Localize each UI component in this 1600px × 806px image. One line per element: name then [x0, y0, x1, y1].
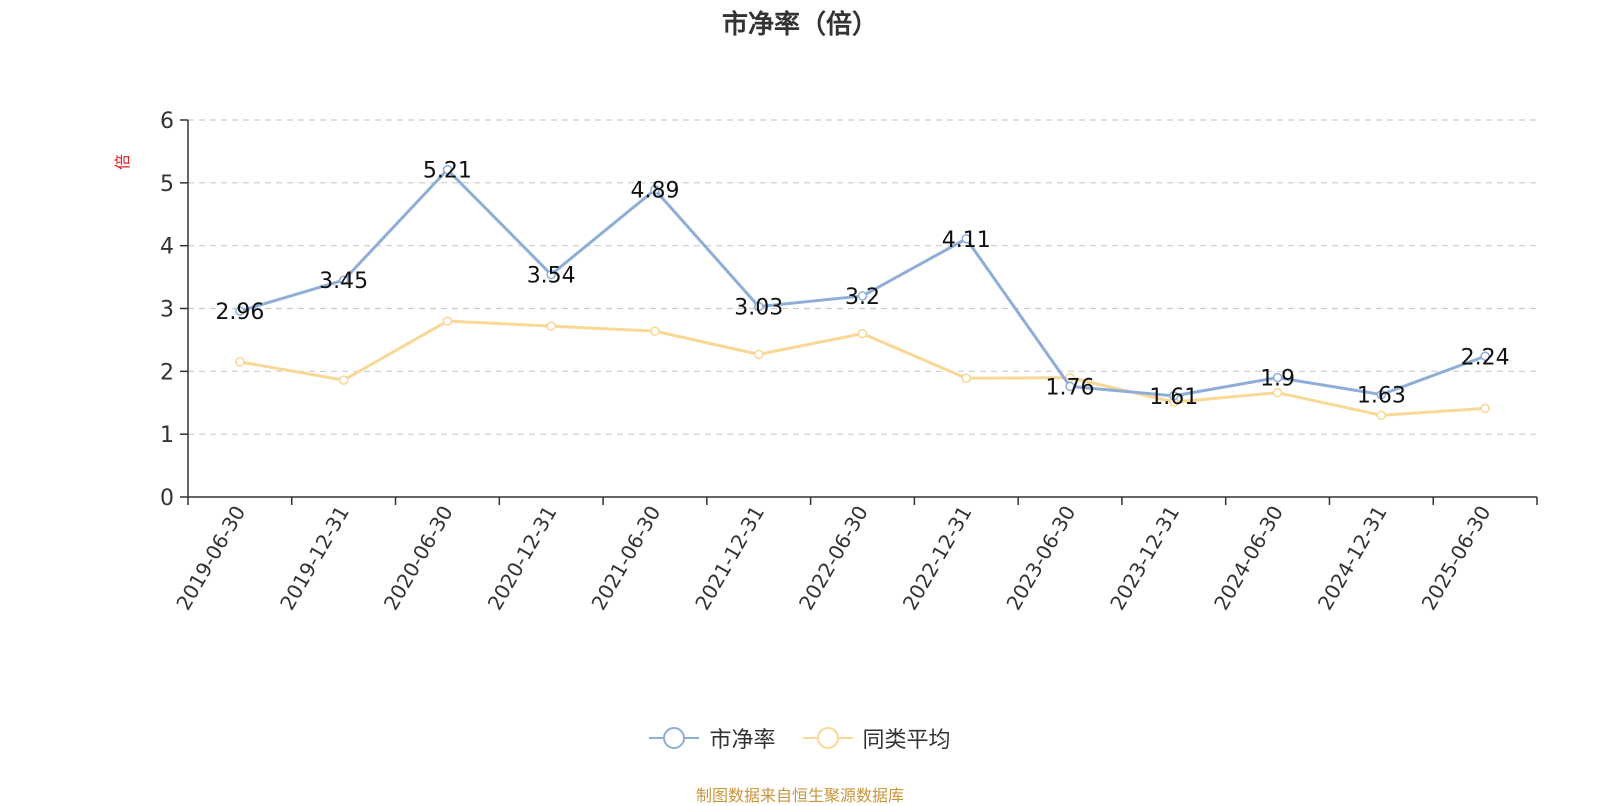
legend-item-pb[interactable]: 市净率 — [649, 722, 776, 754]
legend-line-icon — [649, 727, 700, 749]
source-note: 制图数据来自恒生聚源数据库 — [695, 786, 904, 805]
data-label: 1.63 — [1357, 384, 1406, 409]
x-tick-label: 2023-06-30 — [1001, 502, 1080, 615]
x-tick-label: 2022-06-30 — [794, 502, 873, 615]
x-tick-label: 2024-12-31 — [1313, 502, 1392, 615]
y-tick-label: 1 — [160, 423, 174, 448]
data-point-0 — [442, 164, 453, 175]
data-point-1 — [338, 375, 349, 385]
y-axis-label: 倍 — [113, 154, 132, 170]
data-label: 1.61 — [1149, 385, 1198, 410]
data-point-0 — [1480, 351, 1490, 362]
data-point-0 — [1376, 389, 1387, 400]
data-label: 1.9 — [1260, 367, 1295, 392]
data-point-1 — [546, 321, 556, 331]
y-tick-label: 6 — [160, 109, 174, 134]
legend-item-peer-average[interactable]: 同类平均 — [802, 722, 951, 754]
data-label: 4.89 — [630, 179, 679, 204]
x-tick-label: 2022-12-31 — [898, 502, 977, 615]
data-point-0 — [857, 291, 868, 301]
y-tick-label: 2 — [160, 360, 174, 385]
data-point-1 — [650, 326, 660, 336]
x-tick-label: 2025-06-30 — [1417, 502, 1496, 615]
data-label: 3.03 — [734, 296, 783, 321]
legend: 市净率 同类平均 — [0, 722, 1600, 756]
data-point-0 — [1272, 372, 1283, 383]
y-tick-label: 3 — [160, 298, 174, 323]
data-point-0 — [546, 269, 556, 280]
x-tick-label: 2019-06-30 — [171, 502, 250, 615]
data-point-0 — [1065, 381, 1075, 392]
y-tick-label: 5 — [160, 172, 174, 197]
data-label: 1.76 — [1046, 375, 1095, 400]
x-tick-label: 2021-12-31 — [690, 502, 769, 615]
data-label: 2.24 — [1461, 345, 1510, 370]
x-tick-label: 2020-06-30 — [379, 502, 458, 615]
data-point-0 — [235, 306, 245, 316]
data-point-0 — [961, 234, 972, 244]
legend-label-peer-average: 同类平均 — [862, 728, 951, 753]
legend-label-pb: 市净率 — [709, 728, 776, 753]
data-label: 3.54 — [527, 264, 576, 289]
data-point-1 — [1272, 387, 1283, 398]
data-point-1 — [961, 373, 972, 383]
data-label: 3.45 — [319, 269, 368, 294]
data-label: 5.21 — [423, 159, 472, 184]
data-label: 3.2 — [845, 285, 880, 310]
x-tick-label: 2023-12-31 — [1105, 502, 1184, 615]
data-point-0 — [338, 275, 349, 285]
data-point-0 — [650, 184, 660, 195]
data-point-1 — [1065, 372, 1075, 383]
data-point-1 — [1376, 410, 1387, 421]
data-point-1 — [442, 316, 453, 326]
y-tick-label: 4 — [160, 235, 174, 260]
y-tick-label: 0 — [160, 486, 174, 511]
chart-title: 市净率（倍） — [721, 10, 878, 40]
x-tick-label: 2019-12-31 — [275, 502, 354, 615]
data-point-0 — [1169, 391, 1179, 401]
data-point-0 — [753, 301, 764, 312]
data-label: 2.96 — [215, 300, 264, 325]
x-tick-label: 2024-06-30 — [1209, 502, 1288, 615]
data-point-1 — [1480, 403, 1490, 414]
data-point-1 — [753, 349, 764, 360]
data-point-1 — [235, 357, 245, 367]
legend-line-icon — [802, 727, 853, 749]
series-line-0 — [239, 168, 1486, 398]
data-label: 4.11 — [942, 228, 991, 253]
x-tick-label: 2020-12-31 — [483, 502, 562, 615]
x-tick-label: 2021-06-30 — [586, 502, 665, 615]
data-point-1 — [857, 328, 868, 339]
